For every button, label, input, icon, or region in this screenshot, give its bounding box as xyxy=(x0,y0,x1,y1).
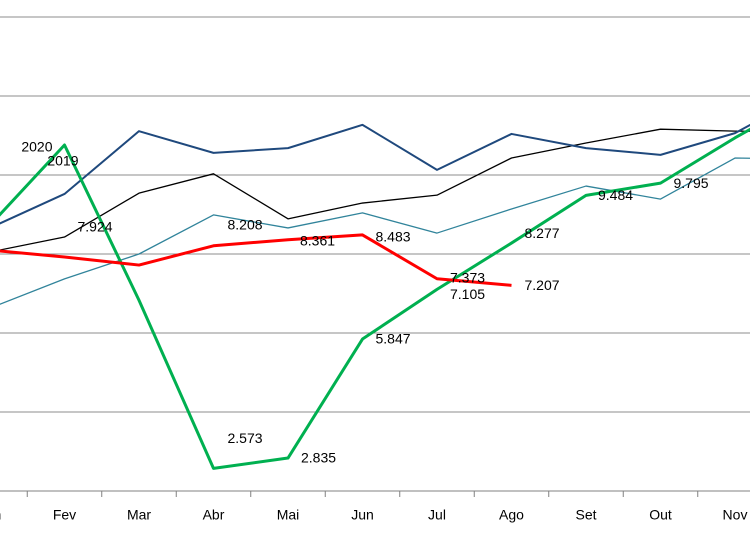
series-line xyxy=(0,233,512,287)
series-line xyxy=(0,127,750,470)
data-label: 9.795 xyxy=(674,175,709,191)
series-label: 2019 xyxy=(47,153,78,169)
data-label: 7.207 xyxy=(525,277,560,293)
data-label: 8.208 xyxy=(228,216,263,232)
x-tick-label: Mar xyxy=(127,507,151,523)
data-label: 2.573 xyxy=(228,430,263,446)
data-label: 8.483 xyxy=(376,229,411,245)
x-tick-label: Ago xyxy=(499,507,524,523)
data-label: 8.361 xyxy=(300,232,335,248)
x-tick-label: Abr xyxy=(203,507,225,523)
series-line xyxy=(0,123,750,225)
x-tick-label: Out xyxy=(649,507,672,523)
data-label: 7.105 xyxy=(450,286,485,302)
data-label: 5.847 xyxy=(376,331,411,347)
x-tick-label: Jan xyxy=(0,507,1,523)
x-tick-label: Fev xyxy=(53,507,76,523)
series-line xyxy=(0,128,750,251)
x-tick-label: Set xyxy=(575,507,596,523)
data-label: 2.835 xyxy=(301,450,336,466)
data-label: 9.484 xyxy=(598,187,633,203)
data-label: 8.277 xyxy=(525,225,560,241)
x-tick-label: Mai xyxy=(277,507,300,523)
x-tick-label: Jul xyxy=(428,507,446,523)
series-line xyxy=(0,157,750,305)
x-tick-label: Nov xyxy=(723,507,748,523)
series-label: 2020 xyxy=(21,139,52,155)
x-tick-label: Jun xyxy=(351,507,374,523)
data-label: 7.373 xyxy=(450,269,485,285)
data-label: 7.924 xyxy=(78,219,113,235)
